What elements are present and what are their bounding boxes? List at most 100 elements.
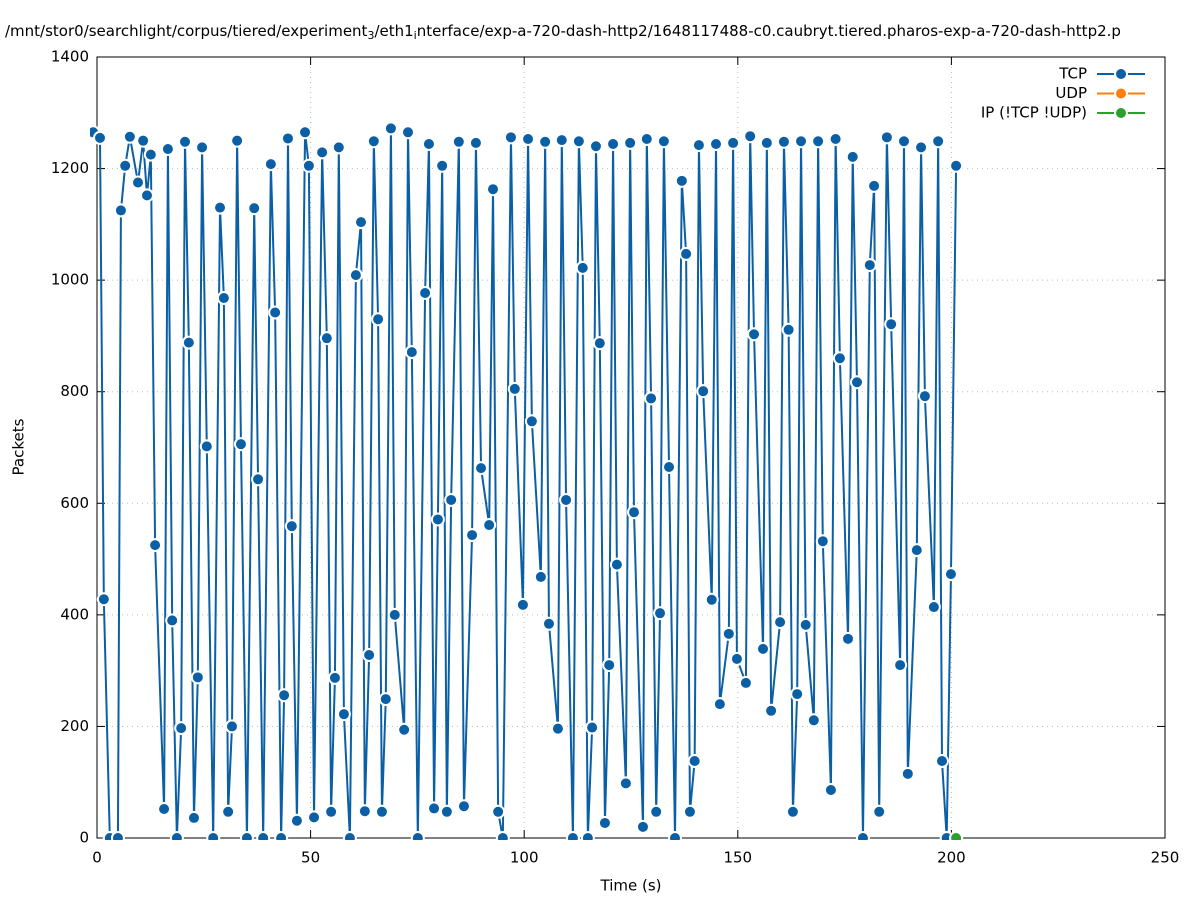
data-point (491, 804, 506, 819)
data-point (759, 135, 774, 150)
data-point (679, 246, 694, 261)
data-point (828, 132, 843, 147)
data-point (230, 133, 245, 148)
data-point (656, 134, 671, 149)
data-point (397, 722, 412, 737)
data-point (181, 335, 196, 350)
data-point (943, 567, 958, 582)
y-tick-label: 1400 (51, 48, 89, 66)
title-part: /mnt/stor0/searchlight/corpus/tiered/exp… (5, 22, 368, 40)
data-point (585, 720, 600, 735)
data-point (421, 137, 436, 152)
data-point (213, 200, 228, 215)
data-point (790, 687, 805, 702)
y-tick-label: 0 (79, 829, 89, 847)
data-point (439, 804, 454, 819)
data-point (357, 804, 372, 819)
data-point (949, 158, 964, 173)
data-point (315, 145, 330, 160)
data-point (674, 173, 689, 188)
data-point (268, 305, 283, 320)
data-point (935, 754, 950, 769)
x-tick-label: 250 (1151, 849, 1180, 867)
data-point (696, 384, 711, 399)
data-point (773, 615, 788, 630)
title-part: /eth1 (374, 22, 413, 40)
data-point (507, 381, 522, 396)
data-point (444, 492, 459, 507)
data-point (284, 519, 299, 534)
data-point (374, 804, 389, 819)
data-point (776, 134, 791, 149)
data-point (435, 158, 450, 173)
data-point (606, 137, 621, 152)
data-point (503, 130, 518, 145)
data-point (206, 831, 221, 840)
data-point (354, 215, 369, 230)
data-point (139, 188, 154, 203)
title-subscript: i (414, 29, 417, 42)
data-point (113, 203, 128, 218)
data-point (580, 831, 595, 840)
data-point (378, 692, 393, 707)
title-subscript: 3 (367, 29, 374, 42)
data-point (524, 414, 539, 429)
y-tick-label: 400 (60, 605, 89, 623)
data-point (301, 158, 316, 173)
legend-marker (1114, 106, 1128, 120)
data-point (917, 389, 932, 404)
x-axis-label: Time (s) (600, 877, 662, 895)
data-point (118, 158, 133, 173)
data-point (832, 351, 847, 366)
data-point (233, 437, 248, 452)
data-point (165, 613, 180, 628)
data-point (806, 713, 821, 728)
legend-label: IP (!TCP !UDP) (981, 104, 1087, 122)
data-point (157, 801, 172, 816)
data-point (169, 831, 184, 840)
data-point (190, 670, 205, 685)
data-point (482, 518, 497, 533)
data-point (383, 121, 398, 136)
data-point (726, 135, 741, 150)
data-point (639, 132, 654, 147)
legend-marker (1114, 67, 1128, 81)
x-tick-label: 0 (92, 849, 102, 867)
x-tick-label: 200 (937, 849, 966, 867)
data-point (495, 831, 510, 840)
legend-label: UDP (1055, 84, 1087, 102)
data-point (662, 460, 677, 475)
data-point (362, 648, 377, 663)
data-point (221, 804, 236, 819)
data-point (327, 670, 342, 685)
y-tick-label: 600 (60, 494, 89, 512)
data-point (554, 133, 569, 148)
data-point (404, 345, 419, 360)
data-point (160, 142, 175, 157)
data-point (644, 391, 659, 406)
data-point (862, 258, 877, 273)
data-point (533, 569, 548, 584)
data-point (565, 831, 580, 840)
data-point (668, 831, 682, 840)
data-point (571, 134, 586, 149)
data-point (687, 754, 702, 769)
data-point (474, 461, 489, 476)
data-point (845, 149, 860, 164)
legend-label: TCP (1058, 65, 1087, 83)
data-point (274, 831, 289, 840)
data-point (618, 776, 633, 791)
data-point (186, 810, 201, 825)
data-point (626, 505, 641, 520)
plot-frame (96, 56, 1166, 839)
data-point (682, 804, 697, 819)
y-axis-label: Packets (10, 418, 28, 475)
data-point (841, 631, 856, 646)
data-point (926, 600, 941, 615)
data-point (872, 804, 887, 819)
data-point (195, 140, 210, 155)
data-point (909, 543, 924, 558)
data-point (823, 783, 838, 798)
data-point (896, 134, 911, 149)
data-point (756, 641, 771, 656)
